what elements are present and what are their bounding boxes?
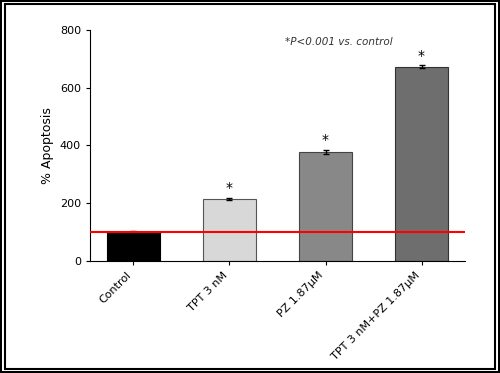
Text: *P<0.001 vs. control: *P<0.001 vs. control	[285, 37, 393, 47]
Bar	[203, 199, 256, 261]
Bar	[395, 67, 448, 261]
Text: *: *	[322, 133, 329, 147]
Bar	[299, 152, 352, 261]
Y-axis label: % Apoptosis: % Apoptosis	[42, 107, 54, 184]
Text: *: *	[418, 48, 425, 63]
Text: *: *	[226, 181, 233, 195]
Bar	[107, 232, 160, 261]
